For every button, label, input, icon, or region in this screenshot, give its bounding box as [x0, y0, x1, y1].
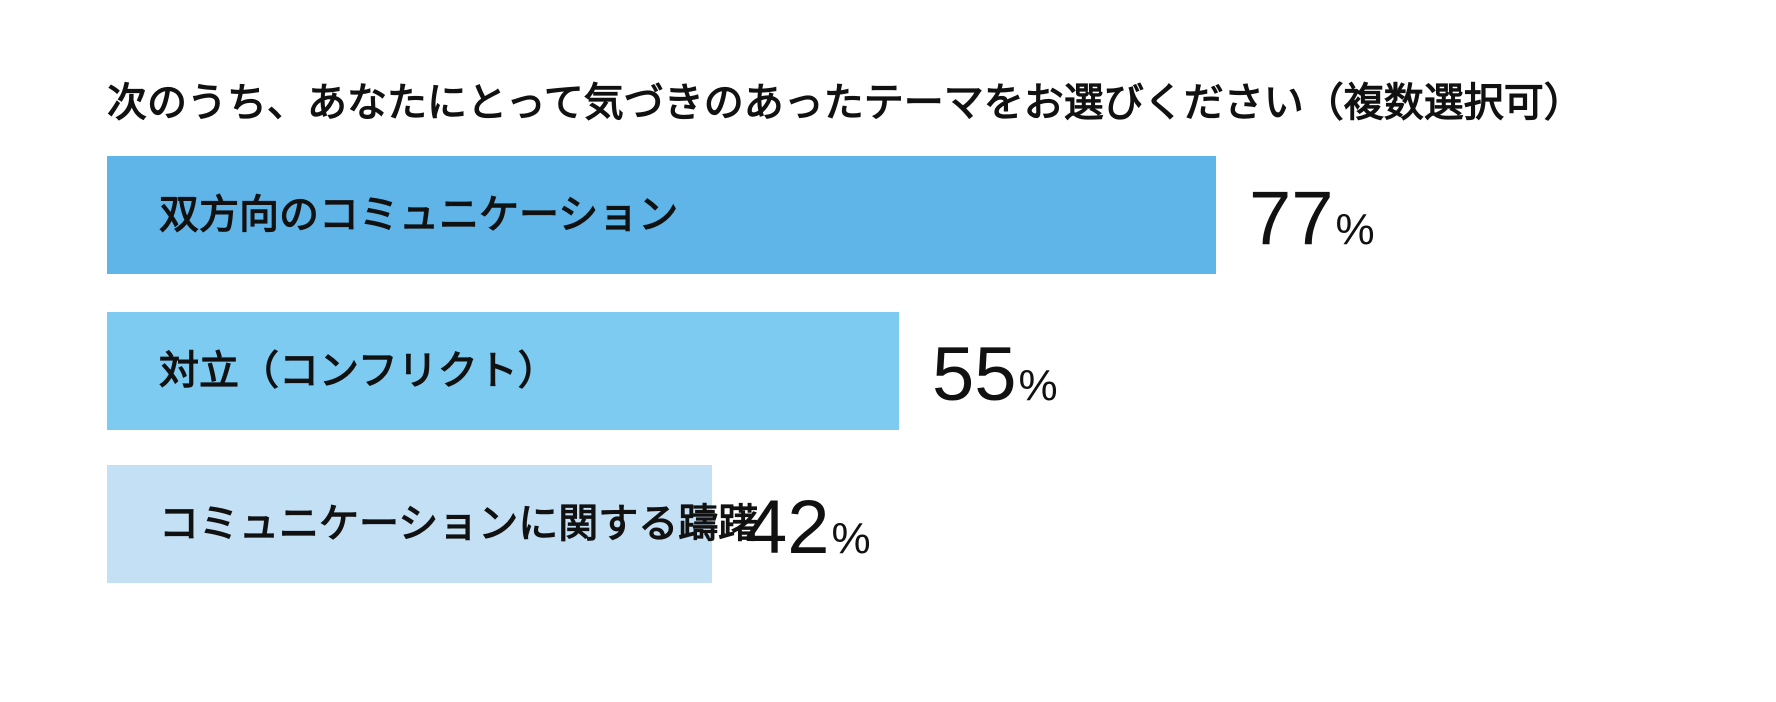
bar-value-label: 77%	[1249, 160, 1375, 278]
bar-value-label: 42%	[745, 469, 871, 587]
bar-category-label: コミュニケーションに関する躊躇	[159, 501, 759, 547]
value-unit: %	[1335, 205, 1375, 254]
bar-category-label: 双方向のコミュニケーション	[159, 192, 679, 238]
bar-category-label: 対立（コンフリクト）	[159, 348, 558, 394]
value-number: 55	[932, 332, 1017, 417]
value-number: 42	[745, 485, 830, 570]
value-number: 77	[1249, 176, 1334, 261]
value-unit: %	[1018, 361, 1058, 410]
bar-3: コミュニケーションに関する躊躇	[107, 465, 758, 583]
value-unit: %	[831, 514, 871, 563]
bar-2: 対立（コンフリクト）	[107, 312, 899, 430]
bar-value-label: 55%	[932, 316, 1058, 434]
bar-1: 双方向のコミュニケーション	[107, 156, 1216, 274]
chart-title: 次のうち、あなたにとって気づきのあったテーマをお選びください（複数選択可）	[107, 80, 1584, 126]
